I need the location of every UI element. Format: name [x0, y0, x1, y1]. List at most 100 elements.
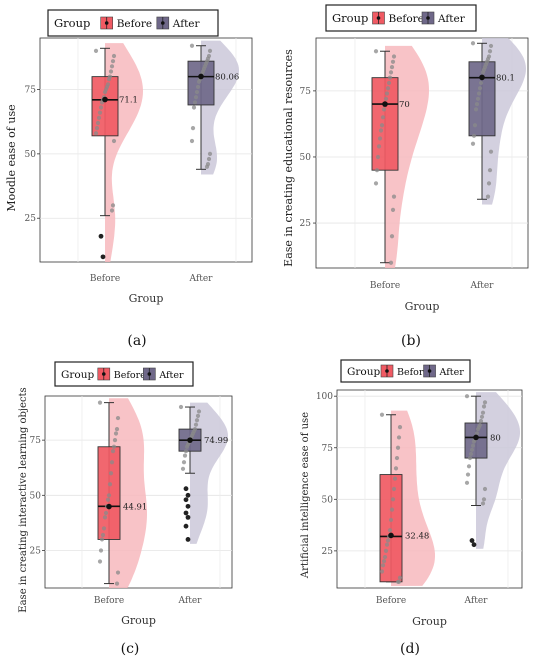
- data-point: [392, 476, 398, 481]
- legend-label: Before: [114, 370, 146, 381]
- data-point: [389, 234, 395, 239]
- violin-before: [109, 398, 147, 588]
- data-point: [93, 48, 99, 53]
- data-point: [94, 126, 100, 131]
- mean-label: 80.06: [215, 72, 239, 82]
- data-point: [102, 89, 108, 95]
- data-point: [466, 464, 472, 469]
- data-point: [189, 43, 195, 48]
- data-point: [472, 123, 478, 128]
- data-point: [467, 455, 473, 461]
- data-point: [464, 480, 470, 485]
- data-point: [468, 451, 474, 457]
- data-point: [183, 449, 189, 454]
- data-point: [391, 54, 397, 59]
- outlier-point: [100, 254, 106, 260]
- legend-key-dot: [427, 369, 432, 373]
- mean-label: 71.1: [119, 96, 138, 106]
- mean-label: 70: [399, 100, 410, 110]
- data-point: [382, 554, 388, 560]
- data-point: [390, 207, 396, 212]
- y-tick-label: 50: [322, 495, 334, 505]
- data-point: [395, 445, 401, 450]
- data-point: [383, 548, 389, 553]
- mean-point: [106, 503, 112, 510]
- x-tick-label: Before: [94, 596, 124, 606]
- data-point: [196, 79, 202, 84]
- data-point: [390, 497, 396, 502]
- panel-label: (d): [400, 641, 420, 657]
- data-point: [207, 48, 213, 53]
- y-axis-title: Artificial intelligence ease of use: [300, 412, 311, 579]
- data-point: [475, 427, 481, 432]
- data-point: [470, 443, 476, 448]
- outlier-point: [469, 538, 475, 543]
- data-point: [207, 151, 213, 156]
- data-point: [108, 69, 114, 74]
- data-point: [376, 144, 382, 149]
- data-point: [204, 164, 210, 169]
- y-tick-label: 100: [316, 392, 333, 402]
- legend: Group Before After: [47, 9, 219, 37]
- data-point: [480, 410, 486, 415]
- data-point: [377, 136, 383, 141]
- mean-label: 74.99: [204, 436, 228, 446]
- data-point: [193, 95, 199, 100]
- legend-label: After: [437, 13, 466, 25]
- legend-box: [325, 4, 477, 32]
- data-point: [465, 472, 471, 477]
- data-point: [97, 559, 103, 564]
- outlier-point: [183, 510, 189, 516]
- legend-key-dot: [385, 369, 389, 373]
- y-tick-label: 75: [322, 444, 334, 454]
- data-point: [190, 126, 196, 131]
- data-point: [389, 507, 395, 512]
- data-point: [479, 414, 485, 419]
- data-point: [482, 400, 488, 405]
- data-point: [379, 412, 385, 417]
- x-tick-label: After: [464, 596, 489, 606]
- box-before: [371, 77, 399, 171]
- data-point: [114, 581, 120, 586]
- x-tick-label: After: [470, 281, 495, 291]
- data-point: [115, 570, 121, 575]
- data-point: [189, 138, 195, 144]
- data-point: [485, 194, 491, 199]
- data-point: [390, 59, 396, 64]
- y-tick-label: 50: [300, 153, 312, 163]
- data-point: [182, 453, 188, 458]
- data-point: [95, 120, 101, 126]
- data-point: [475, 96, 481, 101]
- data-point: [378, 128, 384, 133]
- data-point: [196, 409, 202, 414]
- data-point: [379, 569, 385, 574]
- data-point: [397, 425, 403, 430]
- data-point: [394, 455, 400, 461]
- legend-title: Group: [347, 366, 380, 378]
- panel-label: (b): [401, 333, 421, 349]
- data-point: [374, 168, 380, 173]
- legend-label: Before: [117, 18, 152, 30]
- legend-key-dot: [147, 372, 152, 376]
- data-point: [112, 438, 118, 443]
- x-axis-title: Group: [412, 615, 447, 628]
- data-point: [195, 84, 201, 90]
- legend-title: Group: [61, 369, 94, 381]
- data-point: [476, 91, 482, 96]
- data-point: [111, 138, 117, 144]
- y-tick-label: 50: [25, 150, 37, 160]
- data-point: [387, 528, 393, 533]
- y-axis-title: Moodle ease of use: [5, 104, 18, 211]
- legend: Group Before After: [54, 361, 194, 387]
- y-tick-label: 25: [322, 547, 334, 557]
- legend-label: After: [158, 370, 184, 381]
- data-point: [478, 80, 484, 86]
- data-point: [488, 43, 494, 49]
- data-point: [180, 466, 186, 471]
- legend-key-dot: [161, 21, 165, 25]
- mean-point: [382, 101, 388, 107]
- data-point: [381, 559, 387, 564]
- legend-label: After: [439, 367, 465, 378]
- box-before: [97, 446, 121, 540]
- box-before: [91, 76, 119, 137]
